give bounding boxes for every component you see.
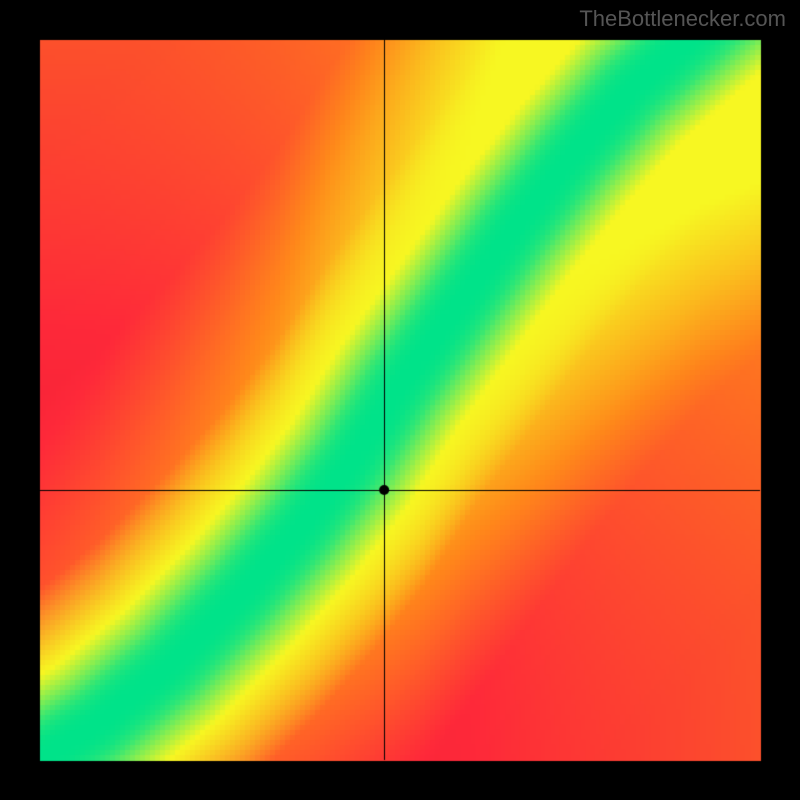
bottleneck-heatmap (0, 0, 800, 800)
watermark-text: TheBottlenecker.com (579, 6, 786, 32)
